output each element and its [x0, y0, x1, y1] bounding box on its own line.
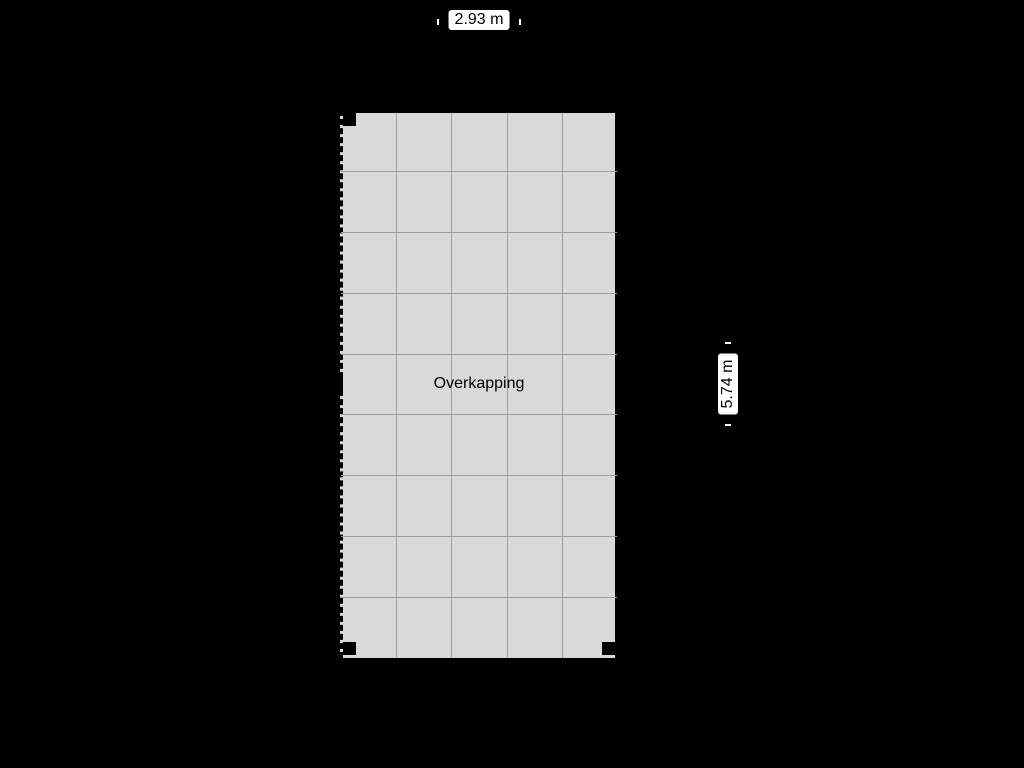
post [343, 113, 356, 126]
dim-width-label: 2.93 m [449, 10, 510, 30]
dim-height-label: 5.74 m [718, 354, 738, 415]
grid-line-horizontal [341, 597, 617, 598]
grid-line-vertical [396, 113, 397, 658]
floorplan-canvas: Overkapping 2.93 m 5.74 m [0, 0, 1024, 768]
grid-line-vertical [562, 113, 563, 658]
grid-line-horizontal [341, 293, 617, 294]
wall-dashed-bottom [340, 658, 618, 661]
grid-line-horizontal [341, 414, 617, 415]
grid-line-horizontal [341, 171, 617, 172]
dim-width-tick-left [437, 19, 439, 25]
dim-height-tick-top [725, 342, 731, 344]
post [602, 642, 615, 655]
grid-line-horizontal [341, 232, 617, 233]
post [330, 378, 343, 391]
grid-line-horizontal [341, 354, 617, 355]
post [343, 642, 356, 655]
dim-height-tick-bottom [725, 424, 731, 426]
dim-width-tick-right [519, 19, 521, 25]
grid-line-horizontal [341, 536, 617, 537]
post [615, 378, 628, 391]
room-label: Overkapping [434, 375, 525, 393]
grid-line-horizontal [341, 475, 617, 476]
